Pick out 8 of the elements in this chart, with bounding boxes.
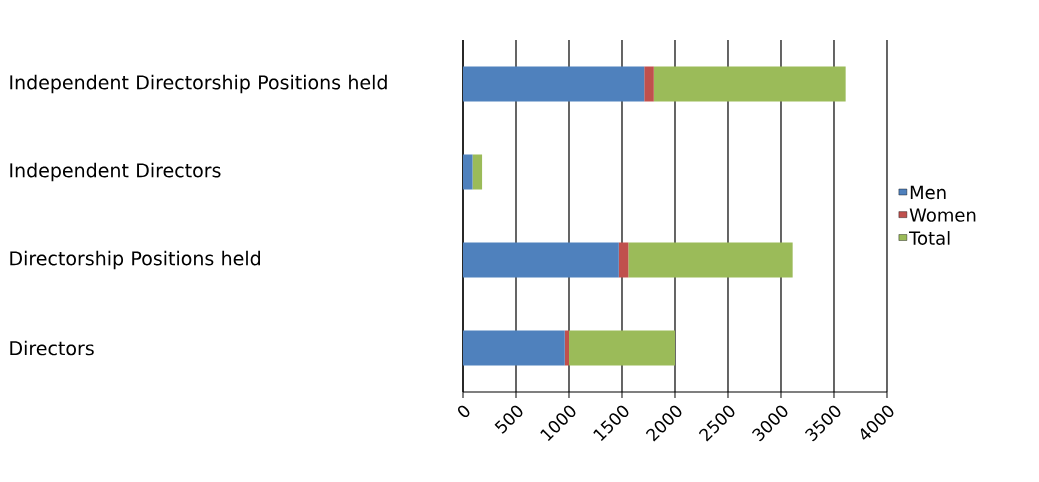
y-tick-label: Independent Directorship Positions held (10, 74, 387, 94)
legend-label: Total (909, 231, 950, 245)
y-tick-label: Directors (10, 340, 94, 356)
y-tick-label: Independent Directors (10, 162, 221, 182)
legend-label: Women (909, 208, 976, 222)
legend-label: Men (910, 185, 946, 200)
y-tick-label: Directorship Positions held (10, 250, 260, 270)
x-tick-label: 0 (458, 405, 470, 418)
